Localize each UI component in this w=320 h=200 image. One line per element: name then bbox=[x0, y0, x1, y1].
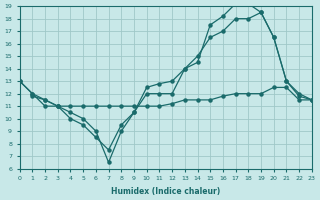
X-axis label: Humidex (Indice chaleur): Humidex (Indice chaleur) bbox=[111, 187, 220, 196]
